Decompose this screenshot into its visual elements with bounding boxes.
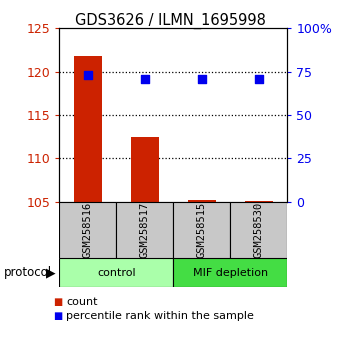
Bar: [173, 202, 231, 258]
Text: GSM258517: GSM258517: [140, 202, 150, 258]
Text: GDS3626 / ILMN_1695998: GDS3626 / ILMN_1695998: [74, 12, 266, 29]
Text: GSM258530: GSM258530: [254, 202, 264, 258]
Text: protocol: protocol: [3, 266, 52, 279]
Text: ■: ■: [53, 297, 62, 307]
Text: percentile rank within the sample: percentile rank within the sample: [66, 311, 254, 321]
Bar: [188, 200, 216, 202]
Point: [85, 72, 91, 78]
Bar: [116, 202, 173, 258]
Text: MIF depletion: MIF depletion: [193, 268, 268, 278]
Bar: [59, 258, 173, 287]
Text: GSM258516: GSM258516: [83, 202, 93, 258]
Bar: [244, 201, 273, 202]
Text: GSM258515: GSM258515: [197, 202, 207, 258]
Bar: [74, 56, 102, 202]
Bar: [231, 202, 287, 258]
Bar: [173, 258, 287, 287]
Point: [142, 76, 148, 81]
Text: ▶: ▶: [46, 266, 55, 279]
Text: control: control: [97, 268, 136, 278]
Text: count: count: [66, 297, 98, 307]
Bar: [59, 202, 116, 258]
Point: [199, 76, 205, 81]
Bar: [131, 137, 159, 202]
Point: [256, 76, 261, 81]
Text: ■: ■: [53, 311, 62, 321]
